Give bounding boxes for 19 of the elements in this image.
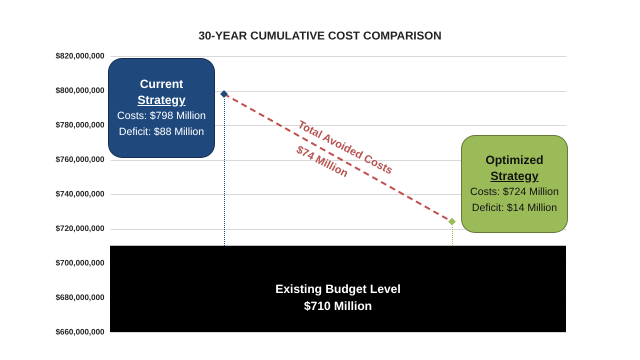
y-tick-label: $700,000,000 [56,258,106,268]
y-tick-label: $800,000,000 [56,86,106,95]
annotation: Strategy [137,92,186,108]
chart-title: 30-YEAR CUMULATIVE COST COMPARISON [198,30,442,42]
annotation: Optimized [485,152,544,168]
y-tick-label: $740,000,000 [56,190,106,198]
annotation: Deficit: $88 Million [118,125,204,140]
annotation: Strategy [490,168,539,184]
y-tick-label: $760,000,000 [56,155,106,164]
y-tick-label: $820,000,000 [56,52,106,60]
band-label: Existing Budget Level $710 Million [275,282,401,313]
y-tick-label: $680,000,000 [56,293,106,302]
annotation: Current [140,76,184,92]
annotation: Costs: $798 Million [117,109,206,124]
annotation: Deficit: $14 Million [472,201,558,216]
annotation: Costs: $724 Million [470,185,559,200]
y-tick-label: $660,000,000 [56,328,106,336]
y-tick-label: $780,000,000 [56,120,106,130]
y-tick-label: $720,000,000 [56,224,106,233]
